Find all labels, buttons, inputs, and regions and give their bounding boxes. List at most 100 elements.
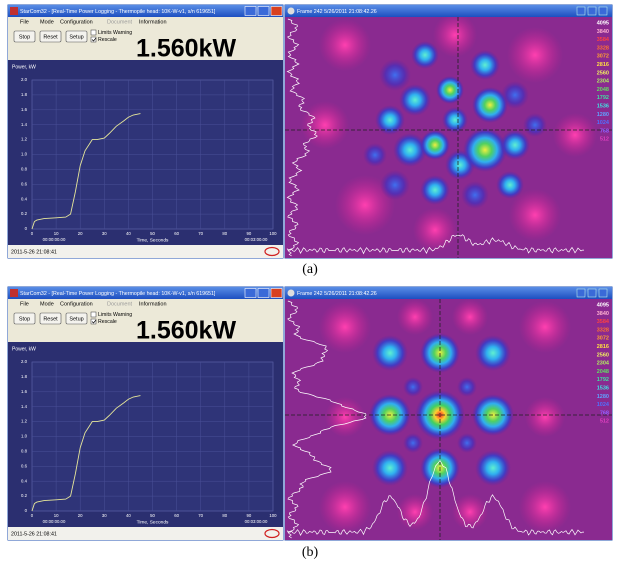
y-tick-label: 2.0: [21, 359, 28, 364]
colorbar-label: 3328: [597, 327, 609, 333]
button[interactable]: [13, 30, 36, 43]
window-button[interactable]: [598, 288, 608, 298]
menu-item[interactable]: Configuration: [60, 19, 93, 25]
beam-spot: [500, 130, 530, 160]
y-tick-label: 0: [25, 226, 28, 231]
button-label[interactable]: Stop: [19, 34, 30, 40]
window-button[interactable]: [257, 6, 270, 16]
vertical-profile: [287, 300, 367, 539]
power-line: [31, 395, 141, 512]
beam-spot: [420, 130, 450, 160]
menu-item[interactable]: Configuration: [60, 301, 93, 307]
colorbar-label: 1792: [597, 377, 609, 383]
status-text: 2011-5-26 21:08:41: [11, 531, 57, 537]
status-bar: [8, 245, 283, 258]
x-tick-label: 60: [174, 513, 179, 518]
checkbox[interactable]: [90, 318, 97, 325]
beam-spot: [375, 105, 405, 135]
x-end-time: 00:03:00.00: [245, 237, 268, 242]
button[interactable]: [13, 312, 36, 325]
window-title: StarCom32 - [Real-Time Power Logging - T…: [20, 9, 216, 15]
button-label[interactable]: Setup: [69, 316, 83, 322]
beam-spot: [457, 433, 477, 453]
x-tick-label: 100: [269, 231, 277, 236]
colorbar-label: 512: [600, 137, 609, 143]
y-tick-label: 0.6: [21, 181, 28, 186]
window-button[interactable]: [587, 6, 597, 16]
window-button[interactable]: [598, 6, 608, 16]
x-tick-label: 100: [269, 513, 277, 518]
beam-spot: [553, 113, 597, 157]
beam-spot: [436, 76, 464, 104]
app-window: StarCom32 - [Real-Time Power Logging - T…: [7, 4, 284, 259]
button-label[interactable]: Reset: [43, 34, 58, 40]
beam-spot: [475, 450, 511, 486]
window-button[interactable]: [244, 6, 257, 16]
colorbar-label: 1536: [597, 385, 609, 391]
x-tick-label: 40: [126, 231, 131, 236]
y-tick-label: 2.0: [21, 77, 28, 82]
checkbox[interactable]: [90, 311, 97, 318]
y-tick-label: 1.0: [21, 434, 28, 439]
window-button[interactable]: [576, 6, 586, 16]
power-line: [31, 113, 141, 230]
button-label[interactable]: Stop: [19, 316, 30, 322]
checkbox[interactable]: [90, 36, 97, 43]
y-tick-label: 0: [25, 508, 28, 513]
y-tick-label: 0.8: [21, 449, 28, 454]
beam-spot: [463, 128, 507, 172]
colorbar-label: 3328: [597, 45, 609, 51]
menu-item[interactable]: Mode: [40, 301, 54, 307]
menu-item[interactable]: File: [20, 19, 29, 25]
x-tick-label: 70: [198, 231, 203, 236]
window-button[interactable]: [257, 288, 270, 298]
colorbar-label: 768: [600, 410, 609, 416]
viewer-window: Frame 242 5/26/2011 21:08:42.26 4095 3840 3…: [284, 286, 613, 541]
button[interactable]: [65, 312, 88, 325]
menu-item[interactable]: Information: [139, 19, 167, 25]
x-tick-label: 30: [102, 513, 107, 518]
x-tick-label: 80: [222, 231, 227, 236]
beam-spot: [319, 19, 371, 71]
beam-spot: [393, 133, 427, 167]
menu-item[interactable]: Document: [107, 19, 133, 25]
button-label[interactable]: Reset: [43, 316, 58, 322]
x-tick-label: 50: [150, 513, 155, 518]
x-start-time: 00:00:00.00: [43, 237, 66, 242]
beam-spot: [325, 397, 365, 437]
button[interactable]: [39, 312, 62, 325]
x-tick-label: 90: [247, 231, 252, 236]
beam-spot: [475, 335, 511, 371]
button[interactable]: [39, 30, 62, 43]
close-button[interactable]: [270, 6, 283, 16]
x-tick-label: 10: [54, 231, 59, 236]
button-label[interactable]: Setup: [69, 34, 83, 40]
x-tick-label: 20: [78, 513, 83, 518]
y-tick-label: 1.4: [21, 404, 28, 409]
beam-spot: [507, 27, 563, 83]
checkbox[interactable]: [90, 29, 97, 36]
beam-spot: [372, 335, 408, 371]
close-button[interactable]: [270, 288, 283, 298]
menu-item[interactable]: Mode: [40, 19, 54, 25]
button[interactable]: [65, 30, 88, 43]
menu-item[interactable]: Document: [107, 301, 133, 307]
window-button[interactable]: [244, 288, 257, 298]
check-mark: [91, 319, 97, 324]
beam-spot: [509, 189, 561, 241]
beam-spot: [501, 81, 529, 109]
beam-spot: [470, 50, 500, 80]
window-button[interactable]: [576, 288, 586, 298]
panel: StarCom32 - [Real-Time Power Logging - T…: [7, 4, 613, 259]
colorbar-label: 1280: [597, 394, 609, 400]
y-axis-title: Power, kW: [12, 346, 36, 352]
menu-item[interactable]: File: [20, 301, 29, 307]
viewer-icon: [287, 7, 295, 15]
y-tick-label: 0.6: [21, 463, 28, 468]
beam-spot: [519, 301, 571, 353]
menu-item[interactable]: Information: [139, 301, 167, 307]
window-button[interactable]: [587, 288, 597, 298]
beam-spot: [442, 107, 468, 133]
